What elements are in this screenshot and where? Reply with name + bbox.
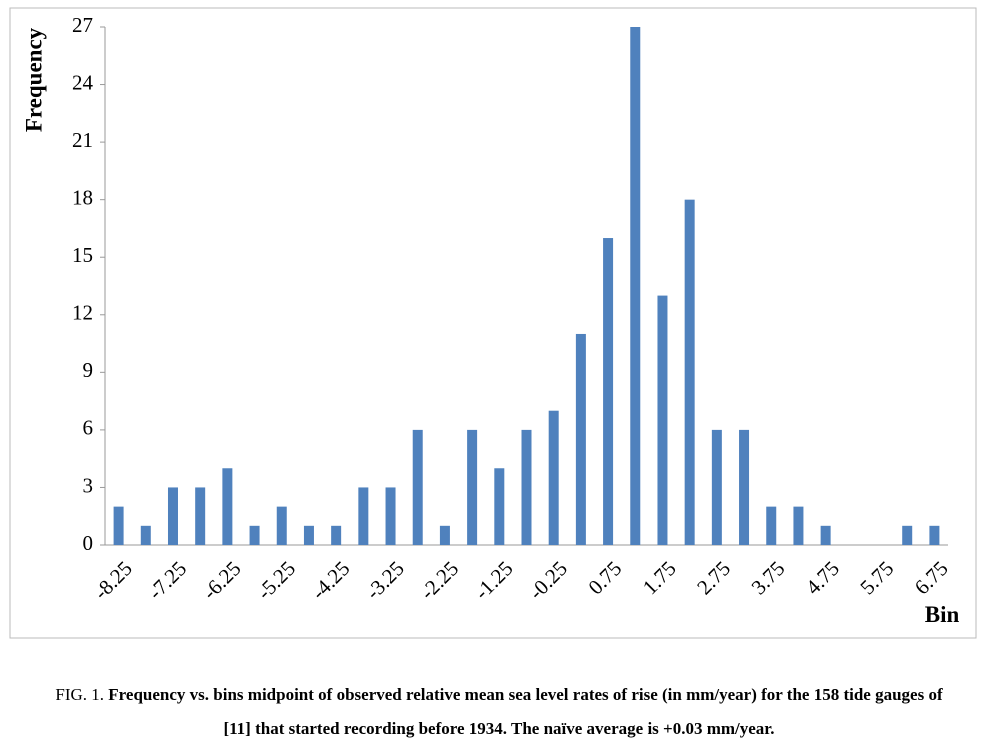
bar — [902, 525, 913, 545]
bar — [331, 525, 342, 545]
bar — [167, 487, 178, 545]
x-tick-label: 2.75 — [692, 556, 735, 599]
x-tick-label: -2.25 — [415, 556, 463, 604]
y-tick-label: 12 — [72, 301, 93, 325]
x-tick-label: 3.75 — [747, 556, 790, 599]
bar — [195, 487, 206, 545]
caption: FIG. 1. Frequency vs. bins midpoint of o… — [40, 678, 958, 746]
y-tick-label: 3 — [83, 473, 94, 497]
bar — [467, 429, 478, 545]
bar — [657, 295, 668, 545]
y-tick-label: 15 — [72, 243, 93, 267]
bar — [249, 525, 260, 545]
x-tick-label: -5.25 — [252, 556, 300, 604]
bar — [793, 506, 804, 545]
bar — [113, 506, 124, 545]
bar — [494, 468, 505, 545]
bar — [358, 487, 369, 545]
x-tick-label: -6.25 — [198, 556, 246, 604]
bar — [548, 410, 559, 545]
x-tick-label: -8.25 — [89, 556, 137, 604]
x-tick-label: -1.25 — [470, 556, 518, 604]
bar — [303, 525, 314, 545]
x-tick-label: 5.75 — [855, 556, 898, 599]
bar — [521, 429, 532, 545]
bar — [603, 238, 614, 545]
bar — [929, 525, 940, 545]
bar — [575, 333, 586, 545]
x-tick-label: 0.75 — [583, 556, 626, 599]
x-tick-label: -3.25 — [361, 556, 409, 604]
bar — [766, 506, 777, 545]
y-tick-label: 21 — [72, 128, 93, 152]
x-tick-label: 4.75 — [801, 556, 844, 599]
x-tick-label: -7.25 — [143, 556, 191, 604]
caption-text: Frequency vs. bins midpoint of observed … — [108, 685, 943, 738]
chart: Frequency Bin 0 3 6 9 12 15 18 21 24 27 -8.25 -7.25… — [9, 7, 977, 639]
bar — [222, 468, 233, 545]
y-tick-label: 9 — [83, 358, 94, 382]
x-tick-label: -0.25 — [524, 556, 572, 604]
bar — [711, 429, 722, 545]
bar — [439, 525, 450, 545]
y-tick-label: 18 — [72, 185, 93, 209]
y-tick-label: 0 — [83, 531, 94, 555]
bar — [385, 487, 396, 545]
chart-border — [9, 7, 977, 639]
x-axis-label: Bin — [925, 602, 960, 627]
bar — [412, 429, 423, 545]
bar — [140, 525, 151, 545]
bar — [820, 525, 831, 545]
x-tick-label: 6.75 — [910, 556, 953, 599]
bar — [684, 199, 695, 545]
bar — [739, 429, 750, 545]
x-tick-label: -4.25 — [307, 556, 355, 604]
caption-label: FIG. 1. — [55, 685, 105, 704]
y-tick-label: 27 — [72, 13, 93, 37]
y-axis-label: Frequency — [21, 27, 46, 132]
bar — [276, 506, 287, 545]
y-tick-label: 6 — [83, 416, 94, 440]
bar — [630, 27, 641, 545]
y-tick-label: 24 — [72, 70, 94, 94]
x-tick-label: 1.75 — [638, 556, 681, 599]
